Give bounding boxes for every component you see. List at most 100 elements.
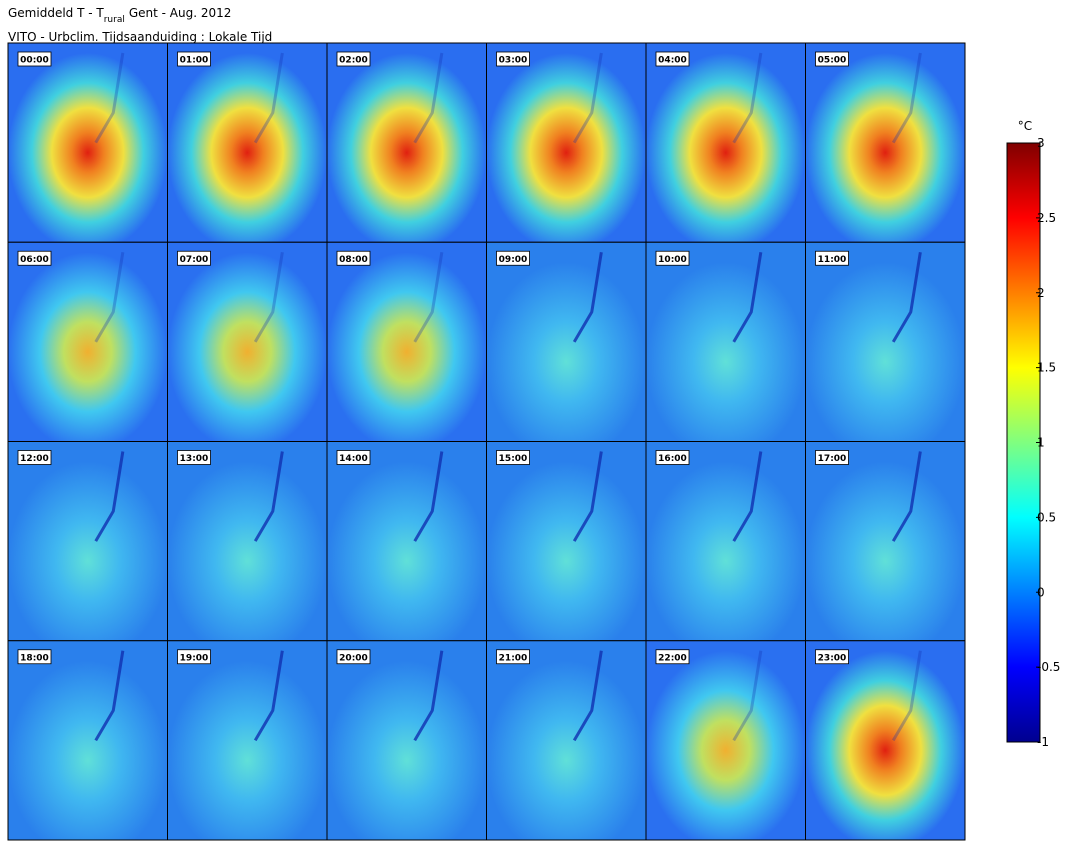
river: [732, 650, 763, 742]
map-panel: [326, 640, 487, 841]
map-panel: [486, 640, 647, 841]
map-panel: [7, 441, 168, 642]
river: [94, 52, 125, 144]
panel-label: 18:00: [20, 653, 49, 663]
river: [891, 52, 922, 144]
map-panel: [805, 42, 966, 243]
map-panel: [645, 640, 806, 841]
map-panel: [805, 640, 966, 841]
panel-label-box: [336, 649, 371, 665]
panel-label-box: [815, 250, 849, 266]
panel-label-box: [177, 250, 211, 266]
map-panel: [7, 241, 168, 442]
colorbar-tick-label: 1.5: [1037, 361, 1056, 375]
colorbar-unit: °C: [1018, 119, 1032, 133]
panel-label-box: [655, 51, 690, 67]
map-panel: [7, 42, 168, 243]
panel-label-box: [496, 51, 530, 67]
panel-label: 17:00: [818, 454, 847, 464]
river: [94, 650, 125, 742]
map-panel: [486, 441, 647, 642]
panel-label-box: [17, 649, 52, 665]
river: [94, 451, 125, 542]
panel-label: 19:00: [180, 653, 209, 663]
panel-label: 01:00: [180, 56, 209, 66]
panel-label-box: [177, 450, 211, 465]
river: [253, 251, 284, 343]
panel-label: 09:00: [499, 255, 528, 265]
panel-label-box: [815, 51, 849, 67]
map-panel: [645, 42, 806, 243]
title: Gemiddeld T - Trural Gent - Aug. 2012: [8, 6, 231, 25]
map-panel: [805, 441, 966, 642]
panel-label-box: [496, 450, 530, 465]
river: [413, 52, 444, 144]
map-panel: [486, 42, 647, 243]
map-panel: [486, 241, 647, 442]
map-panel: [805, 241, 966, 442]
colorbar-tick-label: 0: [1037, 585, 1045, 599]
map-panel: [167, 441, 328, 642]
subtitle: VITO - Urbclim. Tijdsaanduiding : Lokale…: [8, 30, 272, 44]
map-panel: [326, 441, 487, 642]
panel-label-box: [336, 51, 371, 67]
panel-label: 07:00: [180, 255, 209, 265]
river: [94, 251, 125, 343]
panel-label: 14:00: [339, 454, 368, 464]
river: [891, 251, 922, 343]
panel-label-box: [815, 649, 849, 665]
river: [253, 451, 284, 542]
panel-label: 13:00: [180, 454, 209, 464]
river: [413, 650, 444, 742]
panel-grid: 00:00 01:00 02:00 03:00 04:00 05:00 06:00 07:00…: [7, 42, 966, 841]
river: [413, 451, 444, 542]
panel-label-box: [177, 649, 211, 665]
panel-label-box: [336, 250, 371, 266]
panel-label: 10:00: [658, 255, 687, 265]
river: [572, 451, 603, 542]
river: [732, 251, 763, 343]
panel-label-box: [17, 450, 52, 465]
panel-label: 02:00: [339, 56, 368, 66]
panel-label-box: [655, 450, 690, 465]
map-panel: [645, 241, 806, 442]
colorbar-tick-label: 0.5: [1037, 510, 1056, 524]
panel-label: 16:00: [658, 454, 687, 464]
panel-label-box: [655, 649, 690, 665]
panel-label-box: [17, 250, 52, 266]
panel-label-box: [496, 250, 530, 266]
map-panel: [326, 42, 487, 243]
river: [732, 52, 763, 144]
river: [572, 251, 603, 343]
panel-label-box: [655, 250, 690, 266]
river: [891, 451, 922, 542]
colorbar-ticks: -1 -0.5 0 0.5 1 1.5 2 2.5 3: [1036, 136, 1060, 749]
panel-label-box: [17, 51, 52, 67]
map-panel: [645, 441, 806, 642]
colorbar-tick-label: 1: [1037, 436, 1045, 450]
river: [572, 52, 603, 144]
colorbar: [1006, 142, 1041, 743]
map-panel: [7, 640, 168, 841]
panel-label: 12:00: [20, 454, 49, 464]
panel-label-box: [496, 649, 530, 665]
panel-label-box: [815, 450, 849, 465]
panel-label: 06:00: [20, 255, 49, 265]
river: [572, 650, 603, 742]
colorbar-tick-label: 2: [1037, 286, 1045, 300]
panel-label-box: [177, 51, 211, 67]
river: [891, 650, 922, 742]
map-panel: [326, 241, 487, 442]
panel-label: 11:00: [818, 255, 847, 265]
panel-label: 15:00: [499, 454, 528, 464]
panel-label: 00:00: [20, 56, 49, 66]
panel-label: 22:00: [658, 653, 687, 663]
map-panel: [167, 241, 328, 442]
panel-label: 03:00: [499, 56, 528, 66]
river: [253, 650, 284, 742]
map-panel: [167, 640, 328, 841]
panel-label: 08:00: [339, 255, 368, 265]
panel-label: 23:00: [818, 653, 847, 663]
panel-label-box: [336, 450, 371, 465]
colorbar-tick-label: -1: [1037, 735, 1049, 749]
